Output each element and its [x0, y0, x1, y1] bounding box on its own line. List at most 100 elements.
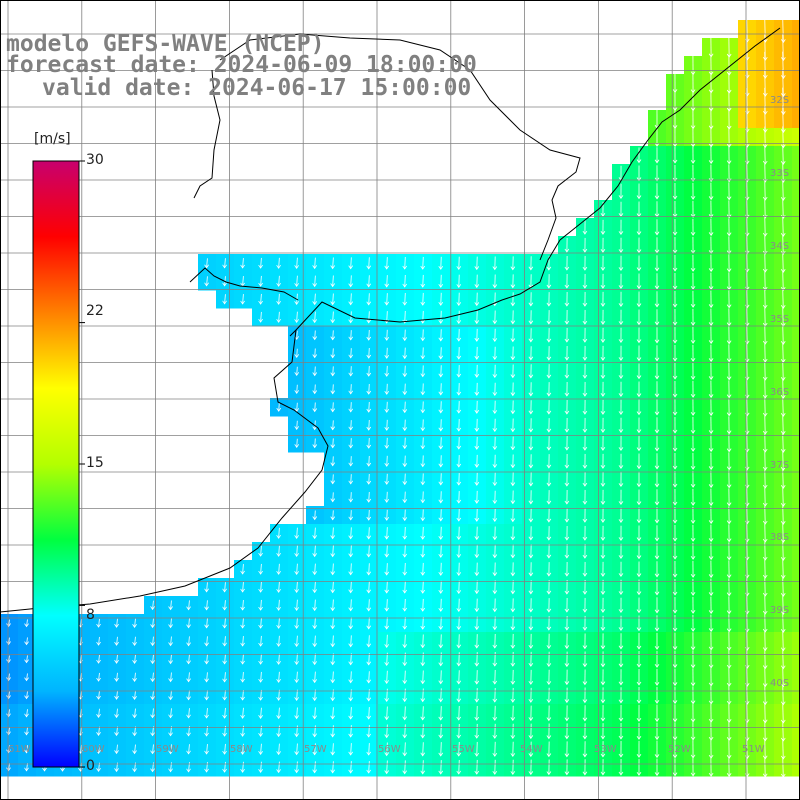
wind-vector: [332, 527, 334, 539]
wind-vector-head: [384, 535, 390, 540]
wind-vector: [206, 582, 208, 592]
wind-vector-head: [330, 301, 335, 306]
wind-vector-head: [780, 611, 786, 615]
lat-label: 34S: [770, 241, 790, 252]
wind-vector-head: [654, 465, 660, 470]
wind-vector-head: [312, 535, 317, 540]
wind-vector: [440, 670, 442, 684]
wind-vector-head: [6, 713, 11, 718]
wind-vector: [422, 310, 424, 324]
wind-vector-head: [492, 428, 498, 433]
wind-vector-head: [708, 448, 714, 453]
wind-vector-head: [672, 609, 678, 614]
wind-vector-head: [24, 713, 29, 718]
wind-vector-head: [366, 589, 372, 594]
wind-vector: [368, 527, 370, 539]
wind-vector-head: [600, 392, 606, 397]
wind-vector-head: [618, 393, 624, 398]
wind-vector-head: [510, 626, 516, 631]
wind-vector-head: [654, 393, 660, 398]
wind-vector-head: [186, 678, 191, 683]
wind-vector-head: [582, 284, 588, 289]
wind-vector-head: [636, 483, 642, 488]
wind-vector-head: [780, 341, 786, 345]
wind-vector: [278, 563, 280, 575]
wind-vector-head: [474, 373, 480, 378]
wind-vector-head: [618, 555, 624, 560]
wind-vector-head: [510, 717, 516, 722]
wind-vector: [296, 707, 298, 719]
wind-vector-head: [654, 177, 660, 182]
wind-vector: [170, 708, 172, 718]
wind-vector: [350, 293, 352, 305]
wind-vector: [98, 726, 100, 736]
wind-vector-head: [456, 481, 462, 486]
wind-vector-head: [330, 607, 335, 612]
wind-vector-head: [636, 159, 642, 164]
lon-label: 57W: [304, 744, 327, 755]
wind-speed-cell: [792, 506, 800, 525]
wind-vector-head: [492, 320, 498, 325]
wind-vector-head: [168, 606, 173, 611]
wind-vector: [350, 599, 352, 611]
wind-vector-head: [438, 698, 444, 703]
wind-vector-head: [258, 552, 263, 557]
wind-vector-head: [240, 732, 245, 737]
wind-vector-head: [402, 734, 408, 739]
wind-vector-head: [312, 715, 317, 720]
wind-vector-head: [438, 391, 444, 396]
wind-vector: [134, 744, 136, 754]
wind-vector: [782, 721, 784, 741]
wind-vector: [332, 402, 334, 412]
wind-vector-head: [654, 699, 660, 704]
wind-vector-head: [348, 283, 354, 288]
wind-speed-cell: [792, 56, 800, 75]
wind-speed-cell: [792, 488, 800, 507]
wind-vector: [332, 311, 334, 323]
wind-vector-head: [420, 680, 426, 685]
wind-vector: [350, 545, 352, 557]
wind-vector-head: [330, 336, 336, 341]
wind-vector: [404, 760, 406, 774]
wind-vector-head: [781, 75, 786, 80]
wind-vector-head: [294, 679, 299, 684]
wind-vector-head: [312, 733, 317, 738]
wind-vector-head: [492, 626, 498, 631]
wind-vector: [296, 275, 298, 287]
wind-vector: [782, 703, 784, 723]
wind-vector: [260, 689, 262, 701]
wind-vector-head: [42, 767, 47, 772]
wind-vector: [782, 126, 784, 148]
wind-vector: [386, 581, 388, 593]
wind-vector: [404, 311, 406, 323]
wind-vector: [332, 438, 334, 448]
wind-vector-head: [240, 300, 245, 305]
wind-vector-head: [222, 642, 227, 647]
wind-vector: [422, 634, 424, 648]
wind-vector: [314, 581, 316, 593]
coastline-upper-river: [219, 33, 581, 261]
wind-vector: [404, 293, 406, 305]
wind-vector-head: [528, 717, 534, 722]
wind-vector: [278, 402, 280, 412]
wind-vector-head: [600, 663, 606, 668]
wind-vector: [260, 707, 262, 719]
wind-vector-head: [528, 626, 534, 631]
wind-vector-head: [474, 698, 480, 703]
lat-label: 33S: [770, 168, 790, 179]
wind-vector: [296, 761, 298, 773]
wind-vector-head: [600, 608, 606, 613]
wind-vector: [224, 743, 226, 755]
wind-vector-head: [690, 682, 696, 687]
wind-vector: [368, 509, 370, 521]
wind-vector-head: [780, 431, 786, 435]
wind-vector-head: [546, 572, 552, 577]
wind-vector: [782, 15, 784, 43]
wind-speed-cell: [792, 308, 800, 327]
wind-vector: [296, 635, 298, 647]
wind-vector: [260, 275, 262, 287]
wind-vector-head: [618, 465, 624, 470]
wind-vector-head: [654, 142, 660, 147]
wind-vector: [278, 707, 280, 719]
wind-vector-head: [384, 301, 390, 306]
